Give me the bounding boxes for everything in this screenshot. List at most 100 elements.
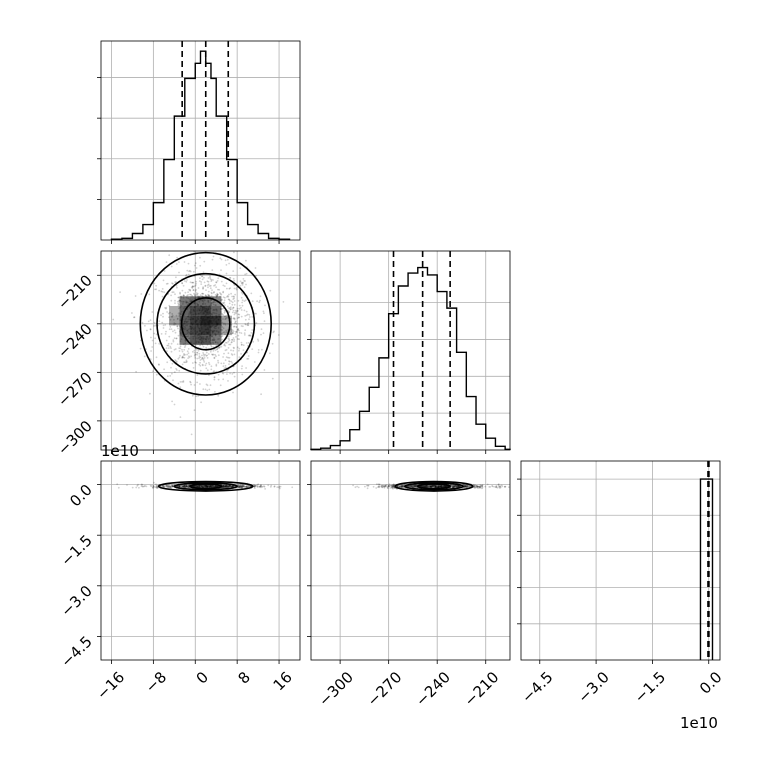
scatter-p0-p2-point <box>221 484 224 487</box>
scatter-p1-p2-point <box>414 484 417 486</box>
scatter-p0-p1-point <box>176 325 179 328</box>
scatter-p0-p1-point <box>234 309 237 312</box>
scatter-p0-p1-point <box>215 355 217 358</box>
scatter-p0-p2-point <box>227 485 230 488</box>
scatter-p0-p1-point <box>174 348 177 350</box>
scatter-p0-p1-point <box>225 348 228 351</box>
scatter-p0-p2-point <box>203 484 206 487</box>
scatter-p0-p1-point <box>167 344 170 347</box>
scatter-p0-p2-point <box>198 484 200 487</box>
scatter-p0-p1-point <box>237 328 239 331</box>
scatter-p0-p2-point <box>185 485 187 488</box>
scatter-p0-p1-point <box>239 284 242 287</box>
scatter-p1-p2-point <box>459 485 462 488</box>
scatter-p1-p2-point <box>433 486 435 488</box>
scatter-p1-p2-point <box>412 484 415 487</box>
scatter-p1-p2-point <box>366 487 369 490</box>
scatter-p0-p2-point <box>222 484 225 487</box>
scatter-p0-p1-point <box>148 293 151 296</box>
scatter-p1-p2-point <box>412 485 414 488</box>
scatter-p0-p1-point <box>202 286 205 288</box>
scatter-p0-p1-point <box>191 281 193 284</box>
scatter-p1-p2-point <box>435 486 437 488</box>
scatter-p0-p1-point <box>232 349 235 352</box>
col2-xtick-label-1: −3.0 <box>574 668 612 706</box>
scatter-p0-p2-point <box>126 484 128 486</box>
scatter-p0-p2-point <box>199 484 201 487</box>
scatter-p0-p1-point <box>176 343 179 345</box>
scatter-p0-p1-point <box>187 352 190 355</box>
scatter-p0-p2-point <box>224 485 226 488</box>
scatter-p0-p1-point <box>235 326 238 328</box>
scatter-p0-p1-point <box>219 299 222 302</box>
scatter-p0-p1-point <box>260 328 263 331</box>
scatter-p0-p1-density-cell-17 <box>190 335 201 345</box>
scatter-p0-p2-point <box>197 485 200 487</box>
scatter-p0-p1-point <box>215 294 218 297</box>
scatter-p0-p1-point <box>164 333 167 335</box>
scatter-p0-p2-point <box>116 483 119 486</box>
scatter-p1-p2-point <box>452 485 455 487</box>
scatter-p0-p1-point <box>200 281 203 283</box>
scatter-p0-p1-point <box>247 345 249 347</box>
scatter-p0-p2-point <box>210 485 213 488</box>
scatter-p0-p1-point <box>183 354 185 356</box>
scatter-p1-p2-point <box>378 485 380 488</box>
scatter-p0-p2-point <box>167 485 169 488</box>
scatter-p1-p2-point <box>426 485 428 487</box>
scatter-p0-p1-point <box>167 347 170 349</box>
scatter-p1-p2-point <box>464 485 467 488</box>
scatter-p0-p1-point <box>143 355 146 358</box>
scatter-p0-p1-point <box>240 281 243 284</box>
scatter-p0-p1-point <box>215 286 218 288</box>
scatter-p0-p1-point <box>224 259 227 262</box>
scatter-p1-p2-point <box>481 484 483 487</box>
scatter-p0-p1-point <box>216 292 219 295</box>
scatter-p1-p2-point <box>464 486 467 489</box>
scatter-p0-p1-point <box>238 347 241 350</box>
scatter-p0-p2-point <box>162 485 165 487</box>
scatter-p0-p1-point <box>187 273 190 276</box>
scatter-p0-p1-point <box>172 291 175 293</box>
scatter-p1-p2-point <box>377 486 379 489</box>
scatter-p0-p1-point <box>153 332 156 335</box>
scatter-p0-p1-point <box>170 315 173 318</box>
scatter-p1-p2-point <box>431 484 434 487</box>
scatter-p0-p1-point <box>202 388 205 391</box>
scatter-p1-p2-point <box>425 485 427 488</box>
scatter-p1-p2-point <box>429 485 432 488</box>
scatter-p0-p1-point <box>229 277 232 279</box>
scatter-p0-p2-point <box>185 484 187 487</box>
scatter-p1-p2-point <box>413 486 416 489</box>
scatter-p0-p2-point <box>222 485 225 488</box>
scatter-p1-p2-point <box>474 485 477 488</box>
scatter-p0-p1-point <box>220 299 223 301</box>
scatter-p0-p1-point <box>244 273 247 276</box>
scatter-p1-p2-point <box>435 485 438 488</box>
scatter-p0-p2-point <box>224 485 227 488</box>
scatter-p0-p2-point <box>206 485 209 488</box>
scatter-p0-p1-point <box>174 331 177 334</box>
scatter-p1-p2-point <box>399 485 401 487</box>
scatter-p0-p1-point <box>175 276 177 279</box>
scatter-p0-p1-point <box>222 356 225 358</box>
scatter-p0-p1-point <box>233 287 236 290</box>
scatter-p0-p2-point <box>215 485 218 488</box>
scatter-p0-p1-point <box>201 357 204 359</box>
scatter-p1-p2-point <box>488 486 491 488</box>
scatter-p1-p2-point <box>466 485 468 488</box>
scatter-p1-p2-point <box>481 485 484 488</box>
scatter-p1-p2-point <box>427 485 429 488</box>
scatter-p1-p2-contour-2 <box>394 480 474 492</box>
scatter-p0-p1-point <box>221 302 224 304</box>
scatter-p1-p2-point <box>467 485 469 488</box>
scatter-p0-p2-point <box>229 485 232 487</box>
scatter-p0-p2-point <box>198 486 201 488</box>
scatter-p0-p1-point <box>257 351 260 354</box>
scatter-p0-p2-point <box>241 485 243 488</box>
scatter-p0-p2-point <box>168 486 171 489</box>
scatter-p0-p1-point <box>205 362 208 365</box>
scatter-p1-p2-point <box>440 484 443 487</box>
scatter-p0-p2-point <box>204 484 207 487</box>
